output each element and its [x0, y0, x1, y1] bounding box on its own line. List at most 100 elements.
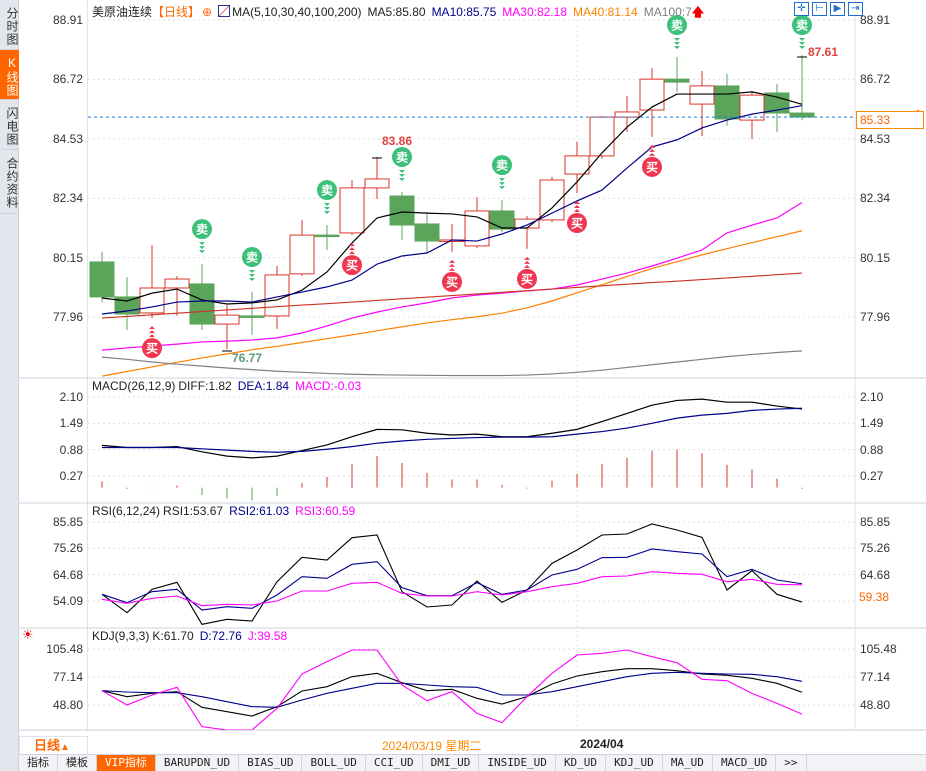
indicator-tab[interactable]: BIAS_UD [239, 755, 303, 771]
candle-body [164, 278, 190, 289]
indicator-tab[interactable]: INSIDE_UD [479, 755, 556, 771]
y-tick-right: 0.88 [860, 442, 884, 457]
candle-body [564, 155, 590, 175]
j-value: J:39.58 [247, 629, 288, 643]
signal-label: 卖 [196, 222, 208, 237]
ma-line-ma5 [101, 91, 803, 305]
period-tag: 【日线】 [152, 5, 201, 19]
sell-signal: 卖 [192, 219, 212, 254]
up-arrow-icon [149, 334, 155, 338]
signal-label: 卖 [496, 158, 508, 173]
indicator-tab[interactable]: >> [776, 755, 807, 771]
main-legend: 美原油连续【日线】 ⊕ MA(5,10,30,40,100,200) MA5:85.8… [92, 3, 710, 24]
indicator-tab[interactable]: MACD_UD [713, 755, 777, 771]
y-tick-right: 2.10 [860, 390, 884, 404]
y-tick-right: 1.49 [860, 416, 884, 431]
y-tick-right: 75.26 [860, 541, 891, 556]
rsi-current-label: 59.38 [859, 590, 890, 604]
add-icon[interactable]: ⊕ [202, 5, 213, 19]
y-tick-right: 84.53 [860, 131, 891, 146]
candle-body [664, 78, 690, 83]
indicator-tab[interactable]: KD_UD [556, 755, 607, 771]
indicator-tab[interactable]: 指标 [19, 755, 58, 771]
y-tick-left: 1.49 [59, 416, 83, 431]
down-arrow-icon [799, 42, 805, 45]
down-arrow-icon [499, 178, 505, 182]
up-arrow-icon [449, 263, 455, 267]
y-tick-right: 85.85 [860, 515, 891, 529]
indicator-tab[interactable]: CCI_UD [366, 755, 423, 771]
down-arrow-icon [199, 242, 205, 246]
month-label: 2024/04 [580, 737, 624, 751]
ma-chart-icon[interactable] [218, 5, 231, 17]
candle [764, 84, 790, 133]
indicator-tab[interactable]: KDJ_UD [606, 755, 663, 771]
candle [589, 116, 615, 159]
up-arrow-icon [649, 152, 655, 156]
ma-line-ma200 [101, 272, 803, 319]
candle [439, 223, 465, 252]
period-selector[interactable]: 日线▲ [19, 736, 88, 755]
signal-label: 买 [521, 272, 533, 286]
candle-body [714, 85, 740, 120]
down-arrow-icon [799, 46, 805, 49]
symbol-name: 美原油连续 [92, 5, 153, 19]
sidebar-tab-flash[interactable]: 闪电图 [0, 100, 19, 150]
signal-label: 买 [146, 342, 158, 356]
down-arrow-icon [324, 207, 330, 211]
zoom-range-icon[interactable]: ⊢ [812, 2, 827, 16]
sell-icon [242, 247, 262, 268]
move-right-icon[interactable]: ⇥ [848, 2, 863, 16]
ma-line-ma30 [101, 202, 803, 351]
up-arrow-icon [449, 267, 455, 271]
y-tick-left: 80.15 [52, 250, 83, 265]
candle-body [789, 112, 815, 118]
sidebar-tab-contract-info[interactable]: 合约资料 [0, 150, 19, 214]
rsi-line-rsi3 [101, 571, 803, 607]
signal-label: 卖 [321, 183, 333, 198]
kdj-line-d [101, 671, 803, 708]
candle [189, 264, 215, 331]
settings-sun-icon[interactable]: ☀ [22, 627, 34, 642]
chart-toolbar: ✛ ⊢ ▶ ⇥ [794, 2, 863, 16]
crosshair-icon[interactable]: ✛ [794, 2, 809, 16]
sell-icon [792, 15, 812, 35]
d-value: D:72.76 [199, 629, 242, 643]
indicator-tab[interactable]: MA_UD [663, 755, 713, 771]
indicator-tab[interactable]: BARUPDN_UD [156, 755, 240, 771]
sell-signal: 卖 [392, 146, 412, 181]
y-tick-left: 2.10 [59, 390, 83, 404]
candle-body [364, 178, 390, 189]
rsi-line-rsi2 [101, 548, 803, 611]
ma40-value: MA40:81.14 [573, 5, 638, 19]
play-icon[interactable]: ▶ [830, 2, 845, 16]
time-axis: 日线▲ 2024/03/19 星期二 2024/04 [19, 730, 926, 755]
buy-icon [567, 213, 587, 234]
buy-icon [642, 156, 662, 177]
macd-value: MACD:-0.03 [295, 379, 362, 393]
up-arrow-icon [574, 209, 580, 213]
ma-line-ma10 [101, 105, 803, 315]
candle [639, 68, 665, 137]
candle-body [89, 261, 115, 298]
high-price-label: 83.86 [382, 134, 412, 148]
indicator-tab[interactable]: VIP指标 [97, 755, 156, 771]
ma5-value: MA5:85.80 [367, 5, 426, 19]
down-arrow-icon [799, 38, 805, 41]
signal-label: 卖 [246, 250, 258, 265]
indicator-tab[interactable]: 模板 [58, 755, 97, 771]
k-value: K:61.70 [152, 629, 194, 643]
expand-arrow-icon[interactable]: 🡅 [691, 5, 705, 19]
y-tick-right: 105.48 [860, 642, 897, 656]
sidebar-tab-timeshare[interactable]: 分时图 [0, 0, 19, 50]
ma30-value: MA30:82.18 [502, 5, 567, 19]
indicator-tab[interactable]: DMI_UD [423, 755, 480, 771]
macd-title: MACD(26,12,9) [92, 379, 176, 393]
rsi1-value: RSI1:53.67 [163, 504, 224, 518]
rsi-title: RSI(6,12,24) [92, 504, 161, 518]
candle [689, 70, 715, 137]
indicator-tab[interactable]: BOLL_UD [302, 755, 366, 771]
candle-body [614, 111, 640, 118]
sidebar-tab-kline[interactable]: K线图 [0, 50, 19, 100]
